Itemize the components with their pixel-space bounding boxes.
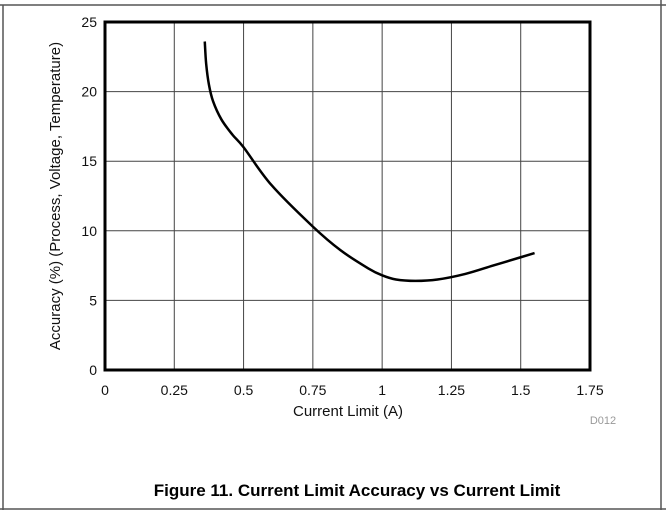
figure-code: D012 [590,415,616,427]
x-tick-label: 1.25 [438,382,465,398]
plot-border [103,20,592,372]
x-tick-label: 1.75 [576,382,603,398]
y-tick-label: 15 [81,153,97,169]
x-tick-label: 0 [101,382,109,398]
chart-title: Figure 11. Current Limit Accuracy vs Cur… [154,481,561,500]
x-tick-label: 1.5 [511,382,531,398]
x-tick-label: 0.5 [234,382,254,398]
y-ticks: 0 5 10 15 20 25 [81,14,97,378]
grid [104,21,591,371]
y-tick-label: 0 [89,362,97,378]
x-tick-label: 0.25 [161,382,188,398]
y-tick-label: 20 [81,84,97,100]
y-tick-label: 5 [89,292,97,308]
x-tick-label: 0.75 [299,382,326,398]
y-axis-label: Accuracy (%) (Process, Voltage, Temperat… [47,42,64,350]
y-tick-label: 25 [81,14,97,30]
series-line-accuracy [203,41,535,283]
y-tick-label: 10 [81,223,97,239]
x-axis-label: Current Limit (A) [293,403,403,420]
x-ticks: 0 0.25 0.5 0.75 1 1.25 1.5 1.75 [101,382,604,398]
x-tick-label: 1 [378,382,386,398]
